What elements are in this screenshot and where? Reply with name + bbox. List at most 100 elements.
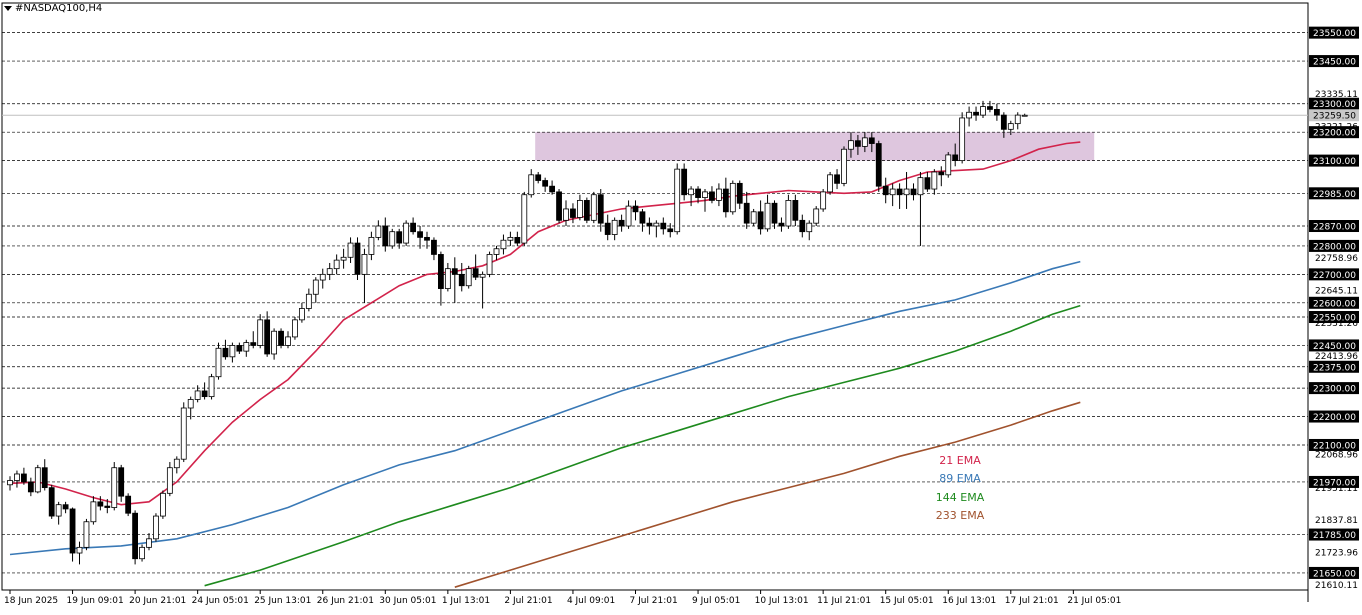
- candle-body-118: [827, 174, 833, 193]
- legend-ema-144: 144 EMA: [935, 490, 985, 504]
- level-label-box-1: [1309, 55, 1359, 68]
- level-label-box-16: [1309, 475, 1359, 488]
- candle-body-144: [1007, 123, 1014, 130]
- candle-body-44: [312, 279, 319, 295]
- level-label-box-3: [1309, 126, 1359, 139]
- candle-body-24: [173, 458, 180, 469]
- candle-body-15: [111, 467, 118, 508]
- candle-body-136: [952, 154, 959, 162]
- ema-line-3: [454, 401, 1081, 588]
- candle-body-29: [208, 376, 215, 398]
- axis-tick-label-2: 22758.96: [1315, 254, 1358, 264]
- candle-body-40: [285, 336, 291, 346]
- candle-body-39: [278, 330, 284, 346]
- candle-body-85: [597, 194, 604, 224]
- axis-tick-label-5: 22413.96: [1315, 352, 1358, 362]
- candle-body-54: [382, 225, 389, 247]
- level-price-label-0: 23550.00: [1313, 29, 1356, 39]
- legend-ema-89: 89 EMA: [939, 472, 981, 486]
- candle-body-49: [347, 242, 354, 258]
- candle-body-101: [709, 191, 715, 201]
- candle-body-76: [535, 174, 542, 181]
- level-price-label-17: 21785.00: [1313, 531, 1356, 541]
- plot-frame: [1, 2, 1309, 591]
- x-axis-label-13: 11 Jul 21:01: [817, 596, 871, 606]
- x-axis-label-4: 25 Jun 13:01: [254, 596, 311, 606]
- candle-body-23: [166, 467, 173, 494]
- candle-body-16: [118, 467, 125, 497]
- candle-body-42: [298, 308, 305, 321]
- candle-body-126: [882, 185, 889, 196]
- candle-body-92: [646, 222, 653, 227]
- candle-body-99: [695, 188, 701, 198]
- x-axis-label-3: 24 Jun 05:01: [192, 596, 249, 606]
- candle-body-72: [507, 236, 514, 241]
- axis-tick-label-8: 21837.81: [1315, 516, 1358, 526]
- candle-body-80: [563, 208, 569, 221]
- candle-body-7: [55, 504, 62, 517]
- current-price-label: 23259.50: [1313, 112, 1356, 122]
- candle-body-26: [187, 399, 194, 409]
- x-axis-label-7: 1 Jul 13:01: [442, 596, 490, 606]
- candle-body-3: [27, 481, 34, 493]
- dropdown-triangle-icon[interactable]: [4, 6, 12, 11]
- candle-body-106: [743, 202, 750, 224]
- candle-body-73: [514, 236, 521, 244]
- candle-body-28: [201, 390, 208, 398]
- level-label-box-2: [1309, 97, 1359, 110]
- candle-body-64: [451, 268, 458, 275]
- level-label-box-17: [1309, 528, 1359, 541]
- candle-body-41: [292, 319, 298, 338]
- candle-body-142: [994, 109, 1000, 116]
- x-axis-label-2: 20 Jun 21:01: [129, 596, 186, 606]
- candle-body-128: [896, 188, 903, 196]
- level-label-box-14: [1309, 410, 1359, 423]
- level-price-label-3: 23200.00: [1313, 129, 1356, 139]
- candle-body-6: [48, 487, 55, 517]
- candle-body-47: [333, 259, 340, 270]
- level-label-box-12: [1309, 360, 1359, 373]
- candle-body-1: [14, 473, 20, 481]
- candle-body-91: [639, 211, 646, 224]
- level-price-label-8: 22700.00: [1313, 271, 1356, 281]
- candle-body-121: [848, 140, 854, 150]
- candle-body-146: [1021, 114, 1028, 117]
- level-price-label-18: 21650.00: [1313, 569, 1356, 579]
- level-label-box-7: [1309, 239, 1359, 252]
- candle-body-20: [146, 538, 152, 548]
- level-label-box-6: [1309, 220, 1359, 233]
- candle-body-120: [841, 148, 847, 184]
- candle-body-68: [479, 273, 486, 278]
- candle-body-90: [632, 205, 639, 213]
- candle-body-50: [354, 242, 361, 275]
- x-axis-label-8: 2 Jul 21:01: [504, 596, 552, 606]
- candle-body-123: [861, 137, 868, 147]
- candle-body-79: [556, 191, 562, 221]
- resistance-zone: [535, 132, 1095, 161]
- candle-body-59: [417, 231, 423, 238]
- candle-body-139: [973, 111, 979, 116]
- level-label-box-5: [1309, 187, 1359, 200]
- candle-body-5: [41, 467, 48, 489]
- candle-body-36: [257, 319, 264, 346]
- candle-body-84: [590, 194, 597, 221]
- candle-body-98: [688, 188, 694, 196]
- candle-body-108: [757, 211, 764, 230]
- candle-body-102: [716, 188, 722, 201]
- axis-tick-label-9: 21723.96: [1315, 548, 1358, 558]
- x-axis-label-15: 16 Jul 13:01: [942, 596, 996, 606]
- candle-body-131: [917, 177, 924, 196]
- candle-body-75: [528, 174, 535, 196]
- candle-body-67: [472, 268, 479, 278]
- x-axis-label-5: 26 Jun 21:01: [317, 596, 374, 606]
- candle-body-134: [938, 171, 945, 176]
- current-price-box: [1309, 109, 1359, 122]
- candle-body-124: [868, 137, 875, 144]
- candle-body-8: [62, 504, 69, 510]
- candle-body-11: [83, 521, 90, 548]
- candle-body-70: [493, 248, 500, 255]
- candle-body-19: [139, 546, 145, 560]
- candle-body-14: [104, 505, 111, 508]
- legend-ema-233: 233 EMA: [935, 508, 985, 522]
